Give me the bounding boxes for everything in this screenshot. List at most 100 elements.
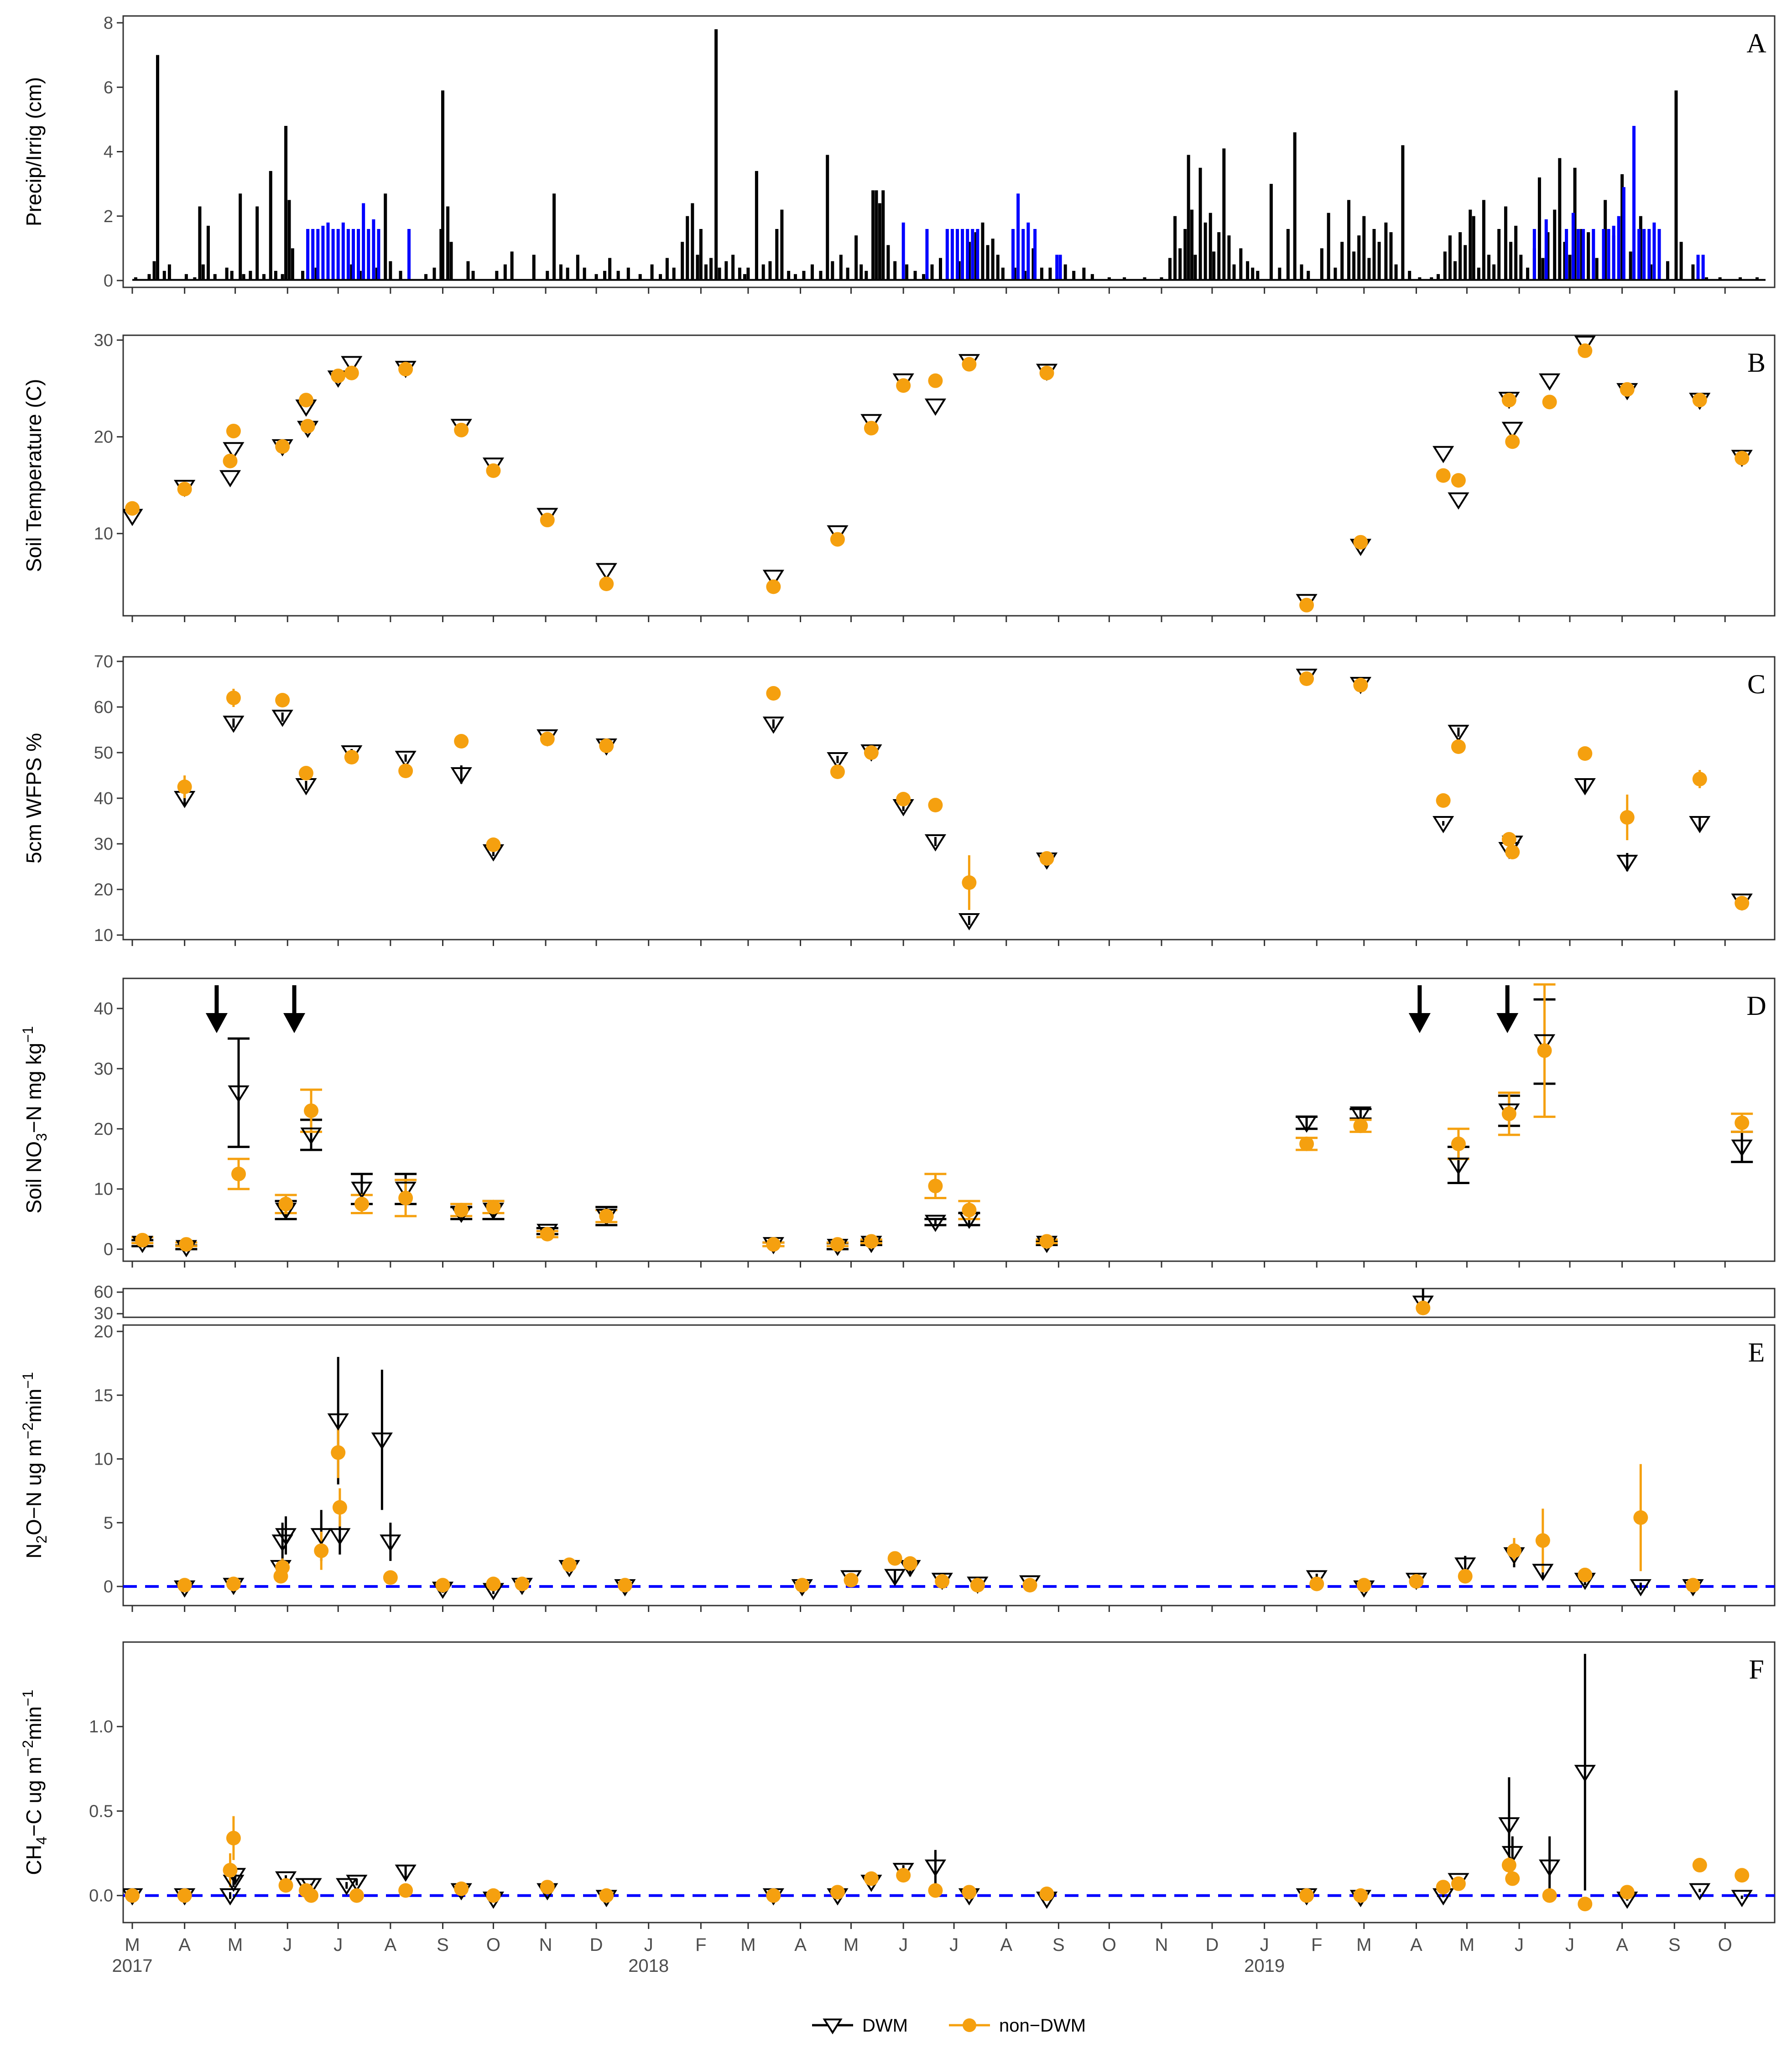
panel-d-dwm-point-5: [351, 1181, 373, 1199]
x-tick-label: J: [899, 1935, 908, 1955]
panel-b-non-dwm-point-25: [1501, 393, 1516, 408]
panel-a-precip-bar-135: [1212, 251, 1216, 281]
panel-c-non-dwm-point-17: [1299, 671, 1314, 686]
panel-c-dwm-point-11: [827, 752, 849, 769]
panel-a-precip-bar-144: [1269, 184, 1273, 281]
panel-a-irrigation-bar-50: [1696, 255, 1700, 281]
panel-a-precip-bar-102: [930, 264, 934, 281]
panel-d-non-dwm-point-1: [179, 1237, 194, 1252]
panel-c-non-dwm-point-13: [896, 792, 911, 806]
panel-b-non-dwm-point-12: [540, 513, 555, 528]
panel-f-non-dwm-point-16: [896, 1868, 911, 1883]
panel-f-non-dwm-point-9: [454, 1881, 469, 1896]
panel-a-precip-bar-43: [503, 264, 507, 281]
panel-a-precip-bar-190: [1553, 209, 1557, 281]
panel-a-precip-bar-98: [893, 261, 897, 281]
panel-a-precip-bar-207: [1679, 242, 1683, 281]
panel-a-precip-bar-187: [1537, 177, 1541, 281]
panel-c-non-dwm-point-23: [1578, 746, 1593, 761]
panel-a-precip-bar-128: [1183, 229, 1187, 281]
panel-a-precip-bar-119: [1082, 267, 1086, 281]
panel-a-precip-bar-106: [974, 232, 978, 281]
panel-a-precip-bar-132: [1198, 167, 1202, 281]
panel-e-non-dwm-point-13: [795, 1578, 810, 1593]
panel-a-precip-bar-108: [986, 245, 990, 281]
panel-a-precip-bar-124: [1160, 277, 1163, 281]
x-tick-label: M: [228, 1935, 243, 1955]
panel-a-precip-bar-179: [1492, 264, 1496, 281]
panel-a-irrigation-bar-9: [351, 229, 355, 281]
panel-a-precip-bar-94: [875, 190, 878, 281]
panel-d-non-dwm-point-17: [1299, 1136, 1314, 1151]
panel-a-precip-bar-176: [1477, 267, 1480, 281]
panel-a-precip-bar-63: [686, 216, 689, 281]
panel-a-irrigation-bar-12: [367, 229, 370, 281]
panel-a-precip-bar-30: [375, 267, 379, 281]
panel-f-non-dwm-point-17: [928, 1883, 943, 1898]
panel-e-dwm-point-5: [310, 1528, 332, 1546]
panel-f-non-dwm-point-2: [223, 1863, 238, 1878]
panel-a-irrigation-bar-36: [1576, 229, 1580, 281]
panel-a-irrigation-bar-1: [311, 229, 315, 281]
panel-c-y-axis-label: 5cm WFPS %: [22, 733, 46, 863]
panel-a-precip-bar-86: [826, 155, 829, 281]
panel-f-non-dwm-point-11: [540, 1880, 555, 1895]
panel-a-precip-bar-96: [881, 190, 885, 281]
panel-a-precip-bar-17: [255, 206, 259, 281]
panel-a-precip-bar-53: [603, 270, 607, 281]
panel-a-precip-bar-49: [566, 267, 569, 281]
panel-a-precip-bar-20: [274, 270, 277, 281]
panel-a-precip-bar-46: [546, 270, 549, 281]
panel-a-frame: [122, 15, 1776, 288]
panel-b-non-dwm-point-28: [1578, 343, 1593, 358]
panel-c-y-tick-label: 50: [94, 743, 113, 763]
panel-a-precip-bar-23: [287, 200, 291, 281]
panel-a-irrigation-bar-49: [1657, 229, 1661, 281]
panel-a-precip-bar-28: [350, 264, 354, 281]
panel-c: 10 20 30 40 50 60 70 C 5cm WFPS %: [22, 652, 1776, 946]
panel-d-non-dwm-point-2: [231, 1166, 246, 1181]
panel-f-dwm-point-29: [1574, 1765, 1596, 1783]
panel-d-non-dwm-point-22: [1735, 1115, 1750, 1130]
panel-c-non-dwm-point-26: [1735, 896, 1750, 910]
panel-a-precip-bar-61: [672, 267, 676, 281]
panel-a-precip-bar-185: [1526, 267, 1530, 281]
panel-d-non-dwm-point-7: [454, 1202, 469, 1217]
panel-a-irrigation-bar-41: [1612, 225, 1615, 281]
panel-e-y-axis-label: N2O−N ug m−2min−1: [20, 1372, 50, 1559]
panel-c-dwm-point-24: [1616, 855, 1638, 872]
panel-a-precip-bar-13: [230, 270, 234, 281]
panel-e-non-dwm-point-8: [435, 1578, 450, 1593]
panel-c-non-dwm-point-8: [540, 732, 555, 746]
panel-b-non-dwm-point-31: [1735, 451, 1750, 466]
panel-a-irrigation-bar-26: [1016, 193, 1020, 281]
panel-f-dwm-point-8: [336, 1878, 358, 1896]
panel-a-precip-bar-104: [957, 261, 961, 281]
panel-a-precip-bar-26: [314, 267, 318, 281]
panel-f-dwm-point-28: [1539, 1859, 1561, 1877]
panel-a-precip-bar-6: [184, 274, 188, 281]
panel-a-precip-bar-59: [659, 274, 662, 281]
panel-c-non-dwm-point-25: [1692, 772, 1707, 786]
panel-a-irrigation-bar-6: [336, 229, 340, 281]
panel-b-y-tick-label: 20: [94, 428, 113, 447]
panel-a-precip-bar-90: [854, 235, 858, 281]
panel-a-y-tick-label: 0: [104, 271, 113, 291]
panel-a-precip-bar-81: [787, 270, 791, 281]
panel-a-precip-bar-92: [865, 270, 868, 281]
panel-f-frame: [122, 1641, 1776, 1923]
panel-a-irrigation-bar-4: [326, 222, 330, 281]
panel-a-y-tick-label: 4: [104, 143, 113, 162]
panel-d-non-dwm-point-5: [354, 1196, 369, 1211]
panel-a-precip-bar-196: [1587, 232, 1590, 281]
panel-a-irrigation-bar-27: [1021, 229, 1025, 281]
panel-a-precip-bar-125: [1168, 258, 1172, 281]
panel-f-y-tick-label: 1.0: [89, 1717, 113, 1736]
panel-a-precip-bar-25: [301, 270, 305, 281]
panel-a-precip-bar-47: [552, 193, 556, 281]
panel-a-precip-bar-202: [1639, 216, 1642, 281]
panel-d: 0 10 20 30 40 D Soil NO3−N mg kg−1: [20, 977, 1776, 1268]
panel-a-precip-bar-191: [1558, 158, 1562, 281]
panel-b-non-dwm-point-3: [226, 423, 241, 438]
panel-f-non-dwm-point-20: [1299, 1888, 1314, 1903]
